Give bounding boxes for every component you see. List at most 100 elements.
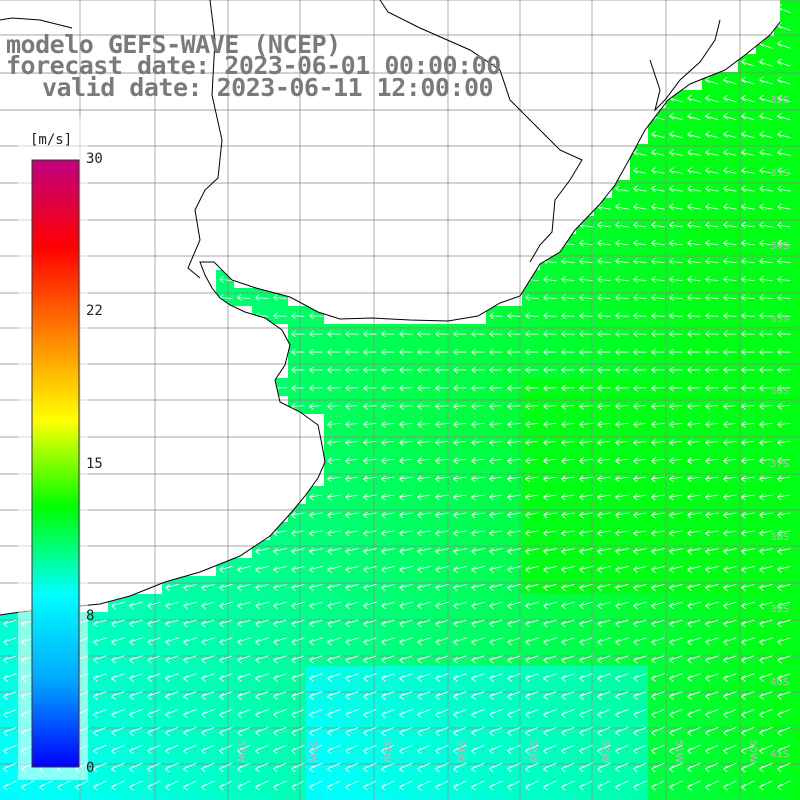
wind-arrow — [669, 475, 683, 483]
wind-arrow — [741, 673, 755, 682]
speed-cell — [306, 666, 324, 684]
speed-cell — [414, 432, 432, 450]
wind-arrow — [633, 167, 647, 174]
speed-cell — [450, 774, 468, 792]
wind-arrow — [399, 493, 413, 501]
wind-arrow — [165, 655, 179, 664]
speed-cell — [396, 396, 414, 414]
speed-cell — [468, 684, 486, 702]
speed-cell — [468, 540, 486, 558]
wind-arrow — [723, 655, 737, 664]
speed-cell — [738, 720, 756, 738]
speed-cell — [504, 306, 522, 324]
wind-arrow — [759, 601, 773, 610]
speed-cell — [522, 576, 540, 594]
wind-arrow — [129, 601, 143, 610]
wind-arrow — [453, 691, 467, 700]
speed-cell — [666, 414, 684, 432]
wind-arrow — [111, 708, 125, 718]
wind-arrow — [741, 294, 755, 301]
speed-cell — [162, 630, 180, 648]
wind-arrow — [705, 762, 719, 773]
speed-cell — [738, 216, 756, 234]
wind-arrow — [237, 780, 251, 791]
wind-arrow — [633, 637, 647, 646]
wind-arrow — [579, 475, 593, 483]
speed-cell — [396, 324, 414, 342]
speed-cell — [756, 252, 774, 270]
speed-cell — [774, 342, 792, 360]
wind-arrow — [687, 221, 701, 229]
wind-arrow — [453, 348, 467, 356]
speed-cell — [432, 540, 450, 558]
speed-cell — [720, 270, 738, 288]
speed-cell — [252, 756, 270, 774]
wind-arrow — [669, 708, 683, 718]
speed-cell — [486, 306, 504, 324]
speed-cell — [468, 720, 486, 738]
speed-cell — [198, 594, 216, 612]
wind-arrow — [417, 673, 431, 682]
wind-arrow — [147, 601, 161, 610]
speed-cell — [594, 396, 612, 414]
wind-arrow — [597, 637, 611, 646]
wind-arrow — [777, 348, 791, 356]
wind-arrow — [669, 493, 683, 501]
speed-cell — [612, 378, 630, 396]
wind-arrow — [723, 529, 737, 537]
speed-cell — [342, 558, 360, 576]
speed-cell — [216, 792, 234, 800]
wind-arrow — [273, 726, 287, 737]
wind-arrow — [291, 366, 305, 374]
speed-cell — [738, 234, 756, 252]
wind-arrow — [417, 548, 431, 555]
speed-cell — [450, 504, 468, 522]
wind-arrow — [327, 475, 341, 483]
wind-arrow — [309, 708, 323, 718]
land-mask — [0, 0, 780, 615]
wind-arrow — [777, 762, 791, 773]
wind-arrow — [633, 475, 647, 483]
speed-cell — [738, 666, 756, 684]
wind-arrow — [489, 780, 503, 791]
speed-cell — [702, 198, 720, 216]
speed-cell — [306, 558, 324, 576]
wind-arrow — [669, 221, 683, 229]
wind-arrow — [363, 348, 377, 356]
wind-arrow — [507, 384, 521, 392]
wind-arrow — [201, 601, 215, 610]
speed-cell — [792, 72, 800, 90]
wind-arrow — [615, 655, 629, 664]
speed-cell — [504, 666, 522, 684]
wind-arrow — [165, 583, 179, 592]
wind-arrow — [543, 312, 557, 319]
speed-cell — [216, 702, 234, 720]
speed-cell — [648, 216, 666, 234]
wind-arrow — [705, 239, 719, 247]
speed-cell — [666, 342, 684, 360]
speed-cell — [630, 342, 648, 360]
wind-arrow — [129, 673, 143, 682]
wind-arrow — [633, 726, 647, 737]
wind-arrow — [255, 566, 269, 573]
wind-arrow — [669, 403, 683, 410]
wind-arrow — [363, 601, 377, 610]
speed-cell — [162, 702, 180, 720]
speed-cell — [792, 684, 800, 702]
wind-arrow — [687, 601, 701, 610]
wind-arrow — [435, 780, 449, 791]
speed-cell — [396, 414, 414, 432]
wind-arrow — [561, 726, 575, 737]
wind-arrow — [741, 239, 755, 247]
speed-cell — [666, 432, 684, 450]
speed-cell — [486, 612, 504, 630]
speed-cell — [468, 450, 486, 468]
wind-arrow — [111, 744, 125, 755]
speed-cell — [738, 540, 756, 558]
speed-cell — [0, 738, 18, 756]
speed-cell — [738, 198, 756, 216]
speed-cell — [630, 576, 648, 594]
speed-cell — [648, 486, 666, 504]
speed-cell — [414, 774, 432, 792]
wind-arrow — [147, 637, 161, 646]
